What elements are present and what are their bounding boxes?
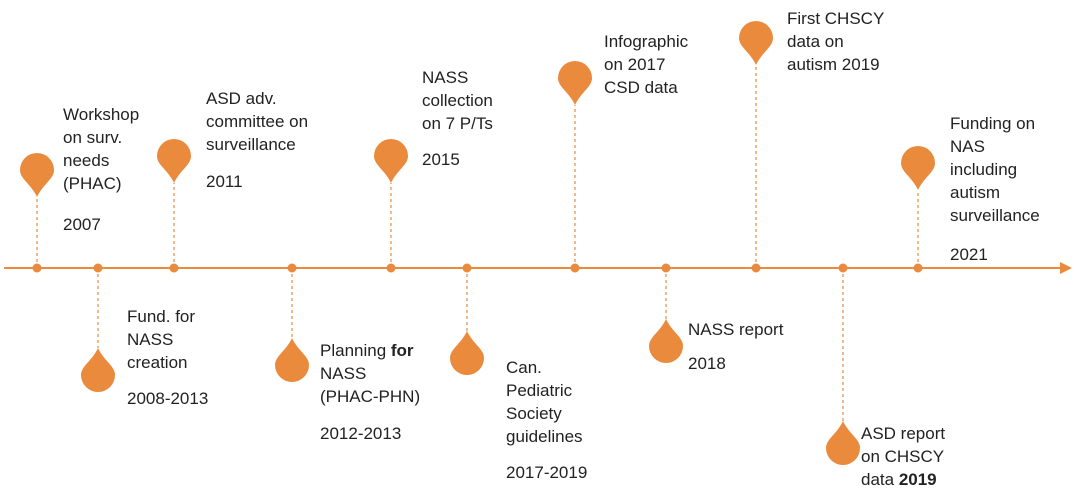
map-pin-icon-infographic	[558, 61, 592, 105]
axis-dot-nas-funding	[913, 263, 923, 273]
axis-dot-asd-report	[838, 263, 848, 273]
event-asd-report-label-bold: 2019	[898, 470, 937, 489]
event-cps-guidelines-year: 2017-2019	[506, 463, 588, 482]
event-planning-label-pre: Planning	[320, 341, 391, 360]
event-asd-report-label-text: ASD report on CHSCY data	[861, 424, 946, 489]
event-cps-guidelines-label: Can. Pediatric Society guidelines	[506, 358, 583, 446]
event-nas-funding-label: Funding on NAS including autism surveill…	[950, 114, 1040, 225]
map-pin-icon-chscy-data	[739, 21, 773, 65]
map-pin-icon-nass-collection	[374, 139, 408, 183]
event-planning-year: 2012-2013	[320, 424, 402, 443]
drop-icon-nass-report	[649, 319, 683, 363]
event-asd-committee-year: 2011	[206, 172, 243, 191]
event-nass-collection-label: NASS collection on 7 P/Ts	[422, 68, 493, 133]
event-infographic-label: Infographic on 2017 CSD data	[604, 32, 689, 97]
event-planning-label-bold: for	[390, 341, 414, 360]
axis-dot-infographic	[570, 263, 580, 273]
axis-dot-cps-guidelines	[462, 263, 472, 273]
event-planning-label: Planning for NASS (PHAC-PHN)	[320, 339, 420, 408]
event-nass-report-year: 2018	[688, 354, 726, 373]
event-planning-label-post: NASS (PHAC-PHN)	[320, 364, 421, 406]
axis-dot-chscy-data	[751, 263, 761, 273]
axis-dot-workshop	[32, 263, 42, 273]
map-pin-icon-nas-funding	[901, 146, 935, 190]
drop-icon-asd-report	[826, 421, 860, 465]
event-workshop-label: Workshop on surv. needs (PHAC)	[63, 105, 140, 193]
drop-icon-planning	[275, 338, 309, 382]
axis-dot-nass-funding	[93, 263, 103, 273]
event-asd-report-label: ASD report on CHSCY data 2019	[861, 422, 945, 491]
axis-dot-nass-report	[661, 263, 671, 273]
axis-dot-asd-committee	[169, 263, 179, 273]
event-nass-report-label: NASS report	[688, 320, 784, 339]
axis-dot-nass-collection	[386, 263, 396, 273]
event-chscy-data-label: First CHSCY data on autism 2019	[787, 9, 885, 74]
map-pin-icon-asd-committee	[157, 139, 191, 183]
event-nass-collection-year: 2015	[422, 150, 460, 169]
event-workshop-year: 2007	[63, 215, 101, 234]
map-pin-icon-workshop	[20, 152, 54, 197]
event-nas-funding-year: 2021	[950, 245, 988, 264]
event-nass-funding-label: Fund. for NASS creation	[127, 307, 196, 372]
axis-dot-planning	[287, 263, 297, 273]
drop-icon-cps-guidelines	[450, 331, 484, 375]
drop-icon-nass-funding	[81, 348, 115, 392]
event-asd-committee-label: ASD adv. committee on surveillance	[206, 89, 309, 154]
event-nass-funding-year: 2008-2013	[127, 389, 209, 408]
